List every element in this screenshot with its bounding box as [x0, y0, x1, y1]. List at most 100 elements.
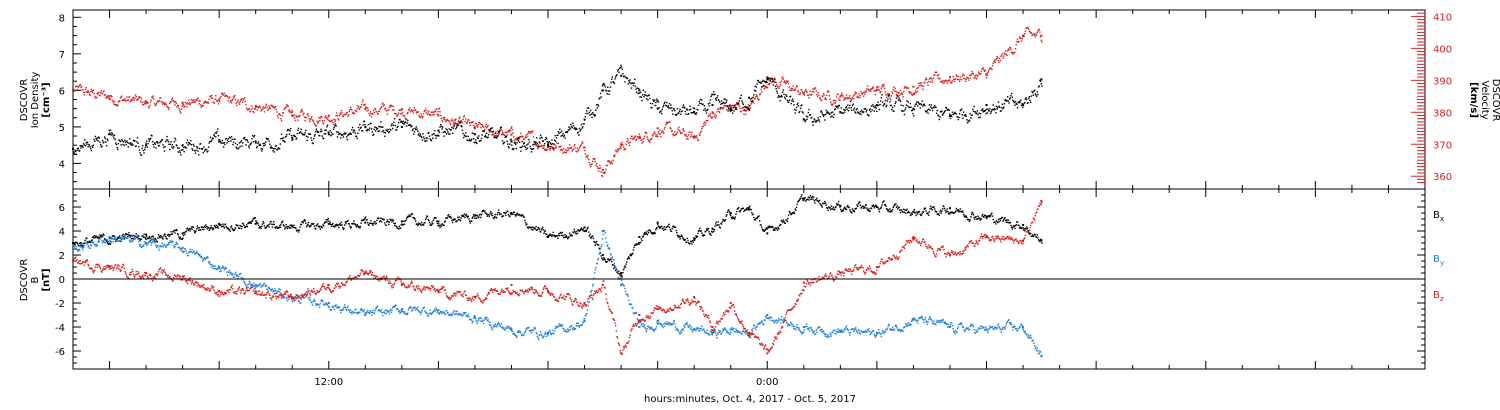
trace-point [729, 104, 731, 106]
trace-point [303, 134, 306, 136]
trace-point [624, 266, 627, 268]
trace-point [101, 235, 104, 237]
trace-point [203, 101, 206, 103]
trace-point [133, 99, 135, 101]
trace-point [258, 227, 260, 229]
trace-point [441, 120, 444, 123]
trace-point [92, 235, 95, 238]
trace-point [912, 92, 915, 94]
trace-point [499, 130, 501, 132]
trace-point [178, 150, 181, 152]
trace-point [95, 137, 97, 140]
trace-point [588, 161, 591, 164]
trace-point [134, 97, 136, 99]
trace-point [146, 146, 149, 148]
trace-point [405, 217, 408, 220]
trace-point [216, 226, 218, 229]
trace-point [1016, 221, 1019, 223]
trace-point [371, 112, 374, 115]
trace-point [434, 134, 437, 137]
trace-point [514, 142, 516, 144]
trace-point [580, 128, 582, 131]
trace-point [221, 92, 224, 94]
trace-point [578, 230, 581, 232]
trace-point [983, 69, 985, 71]
trace-point [136, 235, 138, 237]
trace-point [326, 219, 329, 221]
trace-point [176, 106, 178, 108]
trace-point [1006, 95, 1009, 98]
trace-point [156, 141, 158, 143]
trace-point [538, 146, 540, 148]
trace-point [745, 110, 748, 112]
trace-point [83, 144, 85, 146]
trace-point [143, 101, 145, 103]
trace-point [234, 138, 236, 140]
trace-point [93, 237, 95, 239]
trace-point [305, 129, 307, 132]
trace-point [995, 57, 998, 60]
trace-point [105, 145, 108, 147]
trace-point [718, 99, 720, 101]
trace-point [491, 212, 493, 215]
trace-point [97, 241, 99, 243]
trace-point [229, 230, 231, 232]
trace-point [443, 221, 446, 223]
trace-point [472, 121, 474, 123]
trace-point [368, 129, 370, 131]
trace-point [84, 139, 86, 141]
trace-point [294, 119, 297, 122]
trace-point [926, 81, 929, 84]
trace-point [661, 131, 663, 134]
trace-point [994, 61, 996, 63]
trace-point [261, 148, 264, 150]
trace-point [546, 141, 548, 143]
trace-point [331, 119, 333, 121]
trace-point [363, 120, 366, 122]
trace-point [684, 110, 687, 113]
trace-point [109, 243, 112, 245]
trace-point [412, 112, 414, 114]
trace-point [785, 219, 788, 221]
trace-point [891, 210, 893, 213]
trace-point [1030, 95, 1033, 97]
trace-point [567, 237, 570, 239]
trace-point [1041, 41, 1043, 43]
trace-point [661, 108, 664, 111]
trace-point [284, 107, 287, 109]
trace-point [645, 94, 647, 97]
trace-point [339, 222, 341, 225]
trace-point [699, 132, 702, 134]
trace-point [247, 145, 250, 147]
trace-point [130, 234, 132, 237]
trace-point [136, 99, 139, 101]
trace-point [545, 137, 548, 140]
trace-point [152, 236, 154, 238]
trace-point [420, 136, 423, 139]
trace-point [602, 259, 604, 261]
trace-point [509, 143, 511, 145]
trace-point [525, 134, 527, 137]
trace-point [801, 89, 803, 91]
trace-point [178, 147, 180, 149]
trace-point [923, 103, 925, 105]
trace-point [180, 108, 183, 110]
trace-point [367, 221, 369, 224]
trace-point [953, 113, 955, 115]
trace-point [466, 215, 468, 217]
trace-point [497, 135, 499, 137]
trace-point [132, 144, 134, 146]
trace-point [568, 144, 571, 146]
trace-point [870, 105, 873, 107]
trace-point [849, 95, 851, 97]
trace-point [405, 125, 408, 127]
trace-point [836, 204, 839, 206]
trace-point [999, 218, 1001, 220]
trace-point [228, 97, 230, 99]
trace-point [420, 224, 422, 226]
trace-point [1014, 100, 1017, 103]
trace-point [635, 88, 637, 90]
trace-point [600, 255, 602, 257]
trace-point [900, 104, 902, 106]
trace-point [320, 116, 323, 118]
